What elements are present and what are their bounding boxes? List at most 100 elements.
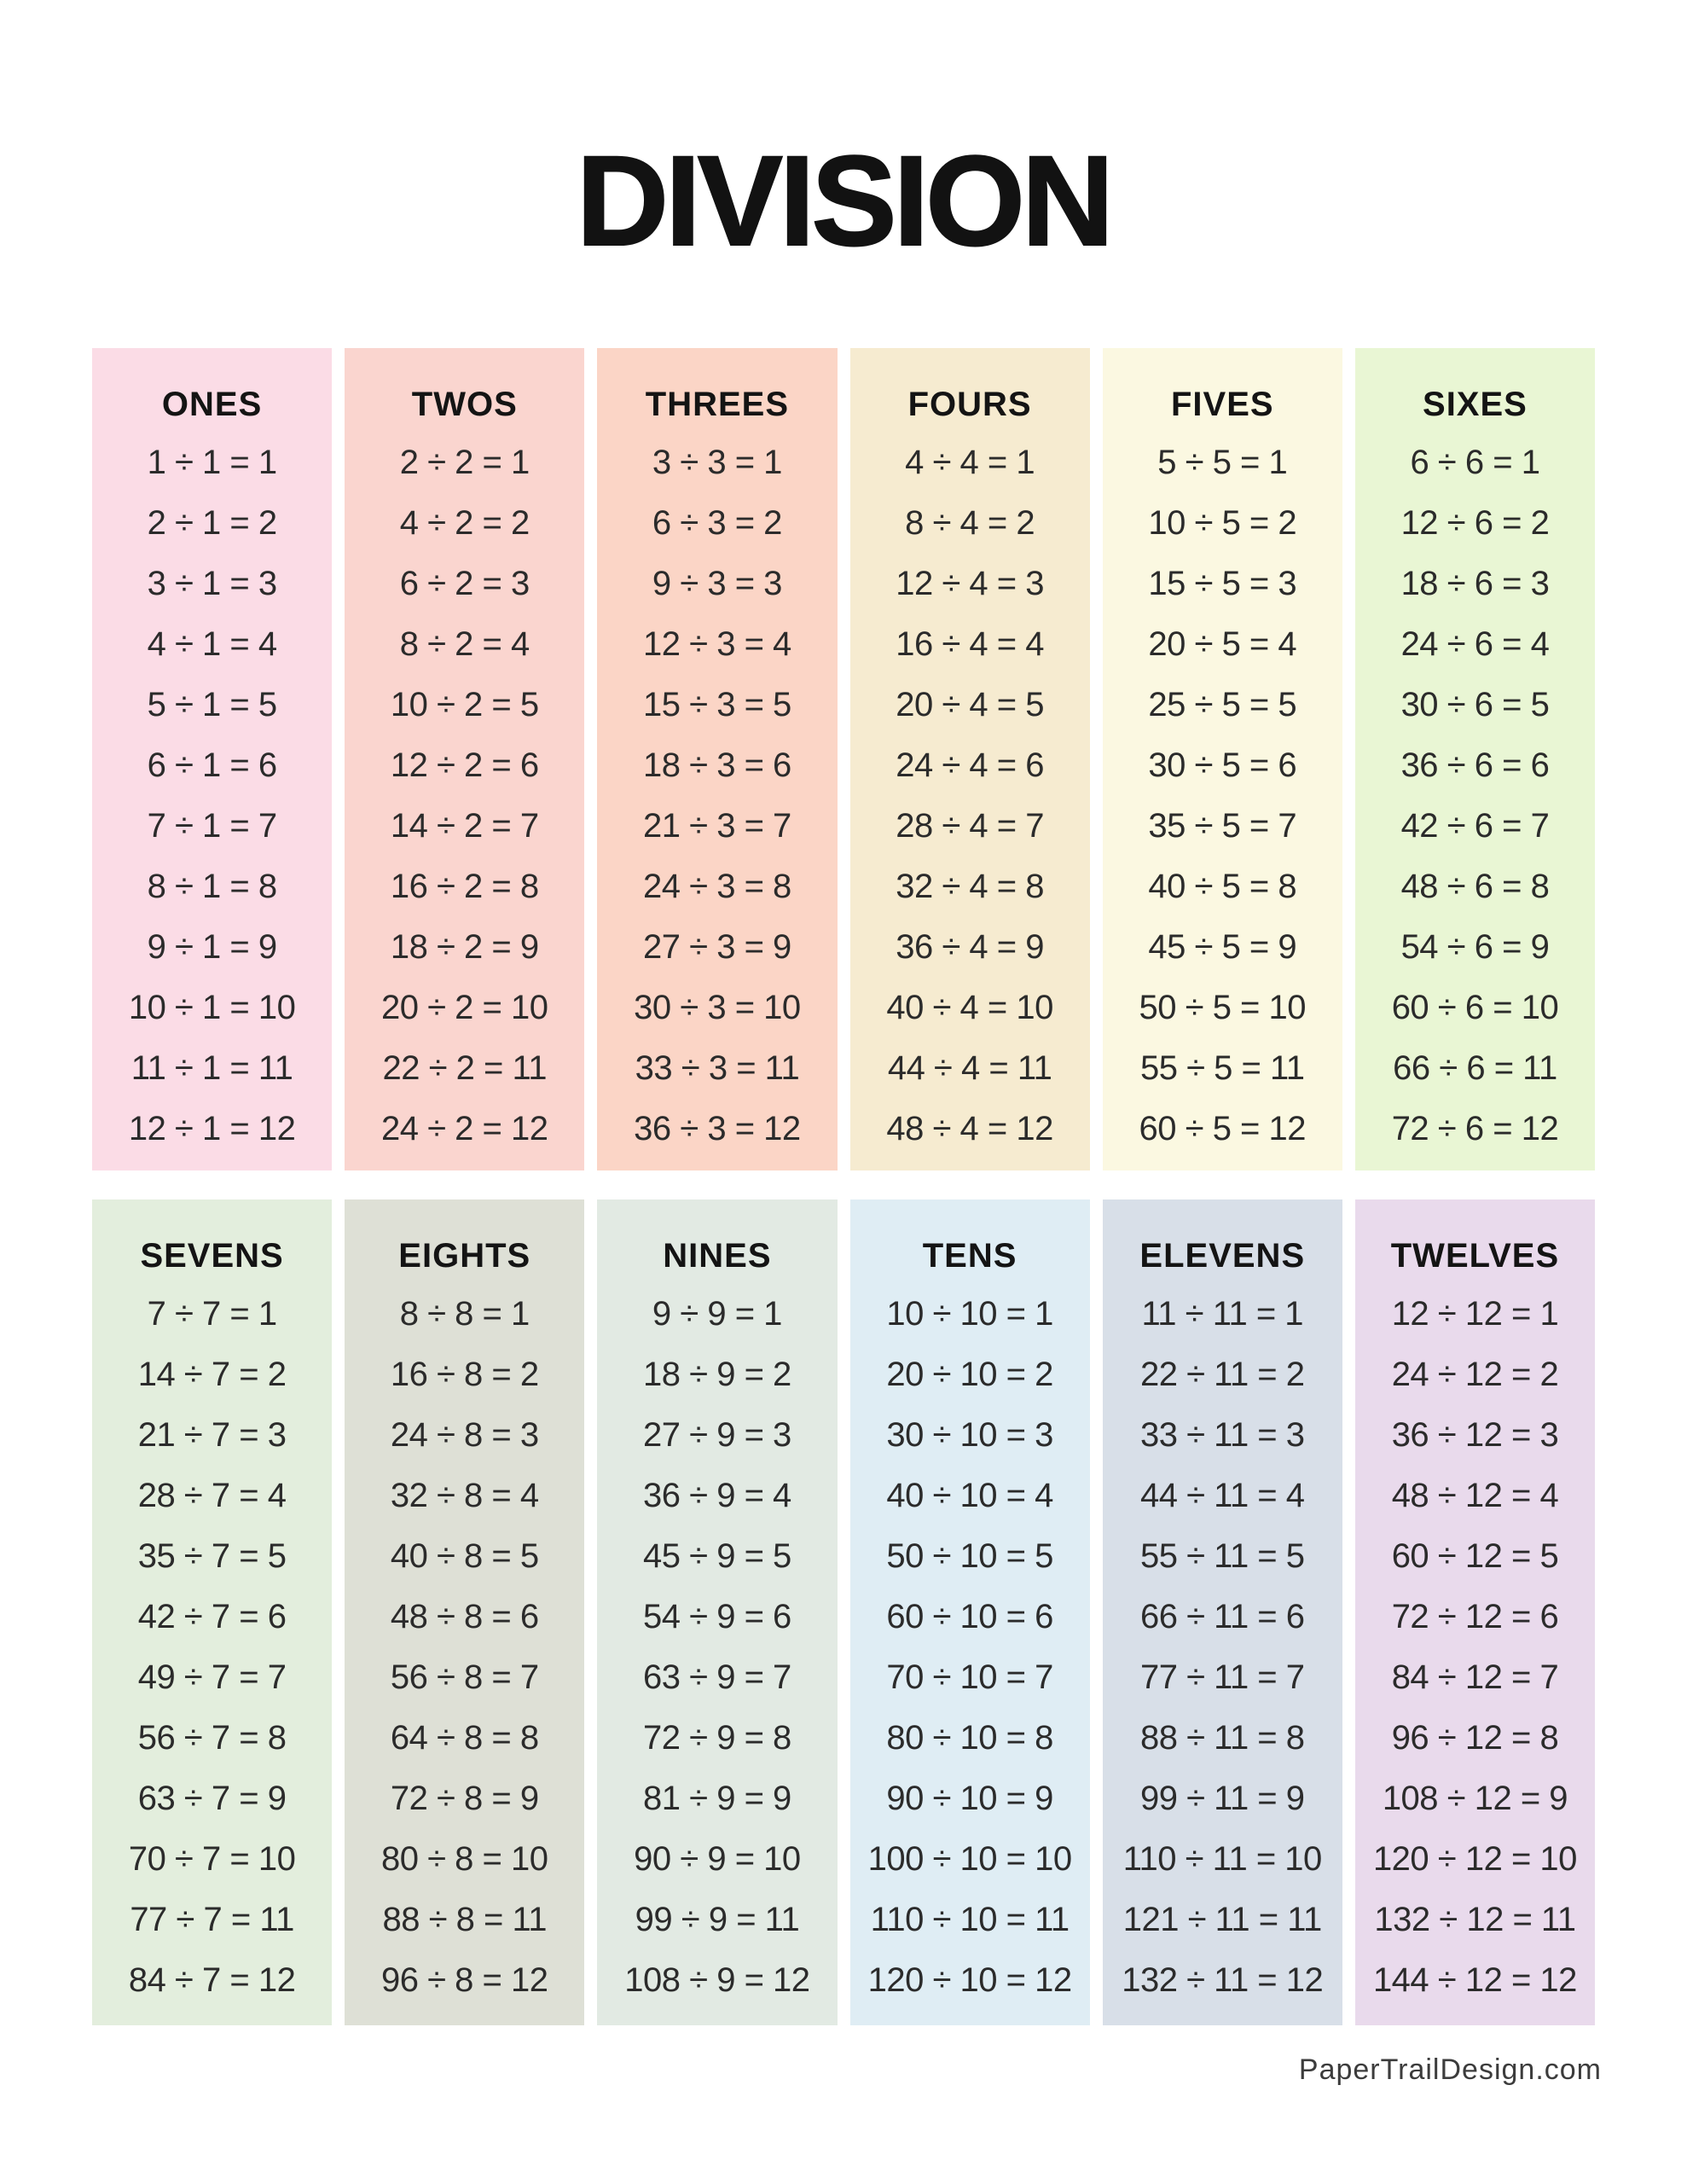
division-fact: 11 ÷ 11 = 1 xyxy=(1141,1295,1304,1333)
division-fact: 50 ÷ 5 = 10 xyxy=(1139,989,1307,1026)
division-fact: 60 ÷ 5 = 12 xyxy=(1139,1110,1307,1147)
division-fact: 12 ÷ 6 = 2 xyxy=(1400,504,1550,542)
division-fact: 60 ÷ 6 = 10 xyxy=(1391,989,1559,1026)
division-fact: 44 ÷ 4 = 11 xyxy=(887,1049,1052,1087)
division-fact: 20 ÷ 2 = 10 xyxy=(381,989,548,1026)
division-fact: 36 ÷ 12 = 3 xyxy=(1391,1416,1559,1454)
division-fact: 24 ÷ 6 = 4 xyxy=(1400,625,1550,663)
division-fact: 11 ÷ 1 = 11 xyxy=(130,1049,293,1087)
column-header: TWELVES xyxy=(1390,1237,1560,1275)
division-fact: 40 ÷ 8 = 5 xyxy=(390,1537,539,1575)
division-fact: 2 ÷ 1 = 2 xyxy=(147,504,278,542)
division-fact: 63 ÷ 7 = 9 xyxy=(137,1780,287,1817)
facts-list: 5 ÷ 5 = 1 10 ÷ 5 = 2 15 ÷ 5 = 3 20 ÷ 5 = 4 2… xyxy=(1103,433,1342,1159)
column-header: SEVENS xyxy=(140,1237,284,1275)
division-fact: 56 ÷ 7 = 8 xyxy=(137,1719,287,1757)
division-fact: 24 ÷ 4 = 6 xyxy=(896,746,1044,784)
division-fact: 84 ÷ 7 = 12 xyxy=(128,1961,296,1999)
division-fact: 77 ÷ 7 = 11 xyxy=(130,1901,294,1938)
division-fact: 36 ÷ 6 = 6 xyxy=(1400,746,1550,784)
column-header: SIXES xyxy=(1423,386,1528,423)
division-fact: 110 ÷ 10 = 11 xyxy=(870,1901,1070,1938)
facts-list: 6 ÷ 6 = 1 12 ÷ 6 = 2 18 ÷ 6 = 3 24 ÷ 6 = 4 3… xyxy=(1355,433,1595,1159)
column-header: ELEVENS xyxy=(1139,1237,1306,1275)
column-eights: EIGHTS 8 ÷ 8 = 1 16 ÷ 8 = 2 24 ÷ 8 = 3 32 ÷ … xyxy=(345,1199,585,2025)
division-fact: 4 ÷ 1 = 4 xyxy=(147,625,278,663)
column-header: TWOS xyxy=(411,386,518,423)
division-fact: 10 ÷ 2 = 5 xyxy=(390,686,539,723)
column-threes: THREES 3 ÷ 3 = 1 6 ÷ 3 = 2 9 ÷ 3 = 3 12 ÷ 3 … xyxy=(597,348,838,1170)
column-twos: TWOS 2 ÷ 2 = 1 4 ÷ 2 = 2 6 ÷ 2 = 3 8 ÷ 2 = 4… xyxy=(345,348,585,1170)
division-fact: 6 ÷ 6 = 1 xyxy=(1410,444,1540,481)
facts-list: 7 ÷ 7 = 1 14 ÷ 7 = 2 21 ÷ 7 = 3 28 ÷ 7 = 4 3… xyxy=(92,1284,332,2011)
facts-list: 2 ÷ 2 = 1 4 ÷ 2 = 2 6 ÷ 2 = 3 8 ÷ 2 = 4 10 ÷… xyxy=(345,433,584,1159)
division-fact: 72 ÷ 12 = 6 xyxy=(1391,1598,1559,1635)
division-fact: 28 ÷ 7 = 4 xyxy=(137,1477,287,1514)
division-fact: 48 ÷ 12 = 4 xyxy=(1391,1477,1559,1514)
division-fact: 3 ÷ 1 = 3 xyxy=(147,565,278,602)
division-fact: 8 ÷ 4 = 2 xyxy=(905,504,1035,542)
division-fact: 42 ÷ 6 = 7 xyxy=(1400,807,1550,845)
division-fact: 24 ÷ 8 = 3 xyxy=(390,1416,539,1454)
division-fact: 27 ÷ 3 = 9 xyxy=(643,928,791,966)
column-header: NINES xyxy=(663,1237,772,1275)
division-fact: 108 ÷ 9 = 12 xyxy=(624,1961,810,1999)
division-fact: 99 ÷ 11 = 9 xyxy=(1140,1780,1305,1817)
division-fact: 48 ÷ 6 = 8 xyxy=(1400,868,1550,905)
division-fact: 108 ÷ 12 = 9 xyxy=(1382,1780,1568,1817)
division-fact: 66 ÷ 11 = 6 xyxy=(1140,1598,1305,1635)
division-fact: 36 ÷ 9 = 4 xyxy=(643,1477,791,1514)
column-header: THREES xyxy=(645,386,790,423)
division-fact: 120 ÷ 12 = 10 xyxy=(1372,1840,1578,1878)
division-fact: 54 ÷ 9 = 6 xyxy=(643,1598,791,1635)
division-fact: 56 ÷ 8 = 7 xyxy=(390,1658,539,1696)
division-fact: 35 ÷ 7 = 5 xyxy=(137,1537,287,1575)
division-fact: 100 ÷ 10 = 10 xyxy=(867,1840,1073,1878)
division-fact: 144 ÷ 12 = 12 xyxy=(1372,1961,1578,1999)
division-fact: 9 ÷ 1 = 9 xyxy=(147,928,278,966)
division-fact: 9 ÷ 3 = 3 xyxy=(652,565,783,602)
division-fact: 72 ÷ 6 = 12 xyxy=(1391,1110,1559,1147)
division-fact: 20 ÷ 4 = 5 xyxy=(896,686,1044,723)
division-fact: 48 ÷ 8 = 6 xyxy=(390,1598,539,1635)
division-fact: 30 ÷ 5 = 6 xyxy=(1148,746,1297,784)
division-fact: 72 ÷ 8 = 9 xyxy=(390,1780,539,1817)
division-fact: 18 ÷ 3 = 6 xyxy=(643,746,791,784)
facts-list: 4 ÷ 4 = 1 8 ÷ 4 = 2 12 ÷ 4 = 3 16 ÷ 4 = 4 20… xyxy=(850,433,1090,1159)
facts-list: 10 ÷ 10 = 1 20 ÷ 10 = 2 30 ÷ 10 = 3 40 ÷ 10… xyxy=(850,1284,1090,2011)
column-header: FOURS xyxy=(907,386,1032,423)
division-fact: 2 ÷ 2 = 1 xyxy=(399,444,530,481)
division-fact: 44 ÷ 11 = 4 xyxy=(1140,1477,1305,1514)
division-fact: 64 ÷ 8 = 8 xyxy=(390,1719,539,1757)
division-fact: 16 ÷ 8 = 2 xyxy=(390,1356,539,1393)
division-fact: 15 ÷ 3 = 5 xyxy=(643,686,791,723)
division-fact: 24 ÷ 12 = 2 xyxy=(1391,1356,1559,1393)
column-header: ONES xyxy=(161,386,263,423)
column-sixes: SIXES 6 ÷ 6 = 1 12 ÷ 6 = 2 18 ÷ 6 = 3 24 ÷ 6… xyxy=(1354,348,1596,1170)
division-fact: 96 ÷ 8 = 12 xyxy=(381,1961,548,1999)
division-fact: 4 ÷ 2 = 2 xyxy=(399,504,530,542)
division-fact: 18 ÷ 6 = 3 xyxy=(1400,565,1550,602)
facts-list: 11 ÷ 11 = 1 22 ÷ 11 = 2 33 ÷ 11 = 3 44 ÷ 11… xyxy=(1103,1284,1342,2011)
division-fact: 8 ÷ 1 = 8 xyxy=(147,868,278,905)
facts-list: 8 ÷ 8 = 1 16 ÷ 8 = 2 24 ÷ 8 = 3 32 ÷ 8 = 4 4… xyxy=(345,1284,584,2011)
division-fact: 10 ÷ 1 = 10 xyxy=(128,989,296,1026)
division-fact: 36 ÷ 4 = 9 xyxy=(896,928,1044,966)
division-fact: 30 ÷ 3 = 10 xyxy=(634,989,801,1026)
division-fact: 30 ÷ 6 = 5 xyxy=(1400,686,1550,723)
table-section-bottom: SEVENS 7 ÷ 7 = 1 14 ÷ 7 = 2 21 ÷ 7 = 3 28 ÷ … xyxy=(92,1199,1596,2025)
division-fact: 7 ÷ 7 = 1 xyxy=(147,1295,278,1333)
division-fact: 90 ÷ 10 = 9 xyxy=(886,1780,1053,1817)
division-fact: 72 ÷ 9 = 8 xyxy=(643,1719,791,1757)
division-fact: 30 ÷ 10 = 3 xyxy=(886,1416,1053,1454)
division-fact: 48 ÷ 4 = 12 xyxy=(886,1110,1053,1147)
division-fact: 6 ÷ 1 = 6 xyxy=(147,746,278,784)
division-fact: 32 ÷ 4 = 8 xyxy=(896,868,1044,905)
division-fact: 55 ÷ 11 = 5 xyxy=(1140,1537,1305,1575)
division-fact: 12 ÷ 12 = 1 xyxy=(1391,1295,1559,1333)
division-fact: 45 ÷ 5 = 9 xyxy=(1148,928,1297,966)
division-fact: 60 ÷ 12 = 5 xyxy=(1391,1537,1559,1575)
column-twelves: TWELVES 12 ÷ 12 = 1 24 ÷ 12 = 2 36 ÷ 12 = 3… xyxy=(1354,1199,1596,2025)
column-fives: FIVES 5 ÷ 5 = 1 10 ÷ 5 = 2 15 ÷ 5 = 3 20 ÷ 5… xyxy=(1102,348,1342,1170)
